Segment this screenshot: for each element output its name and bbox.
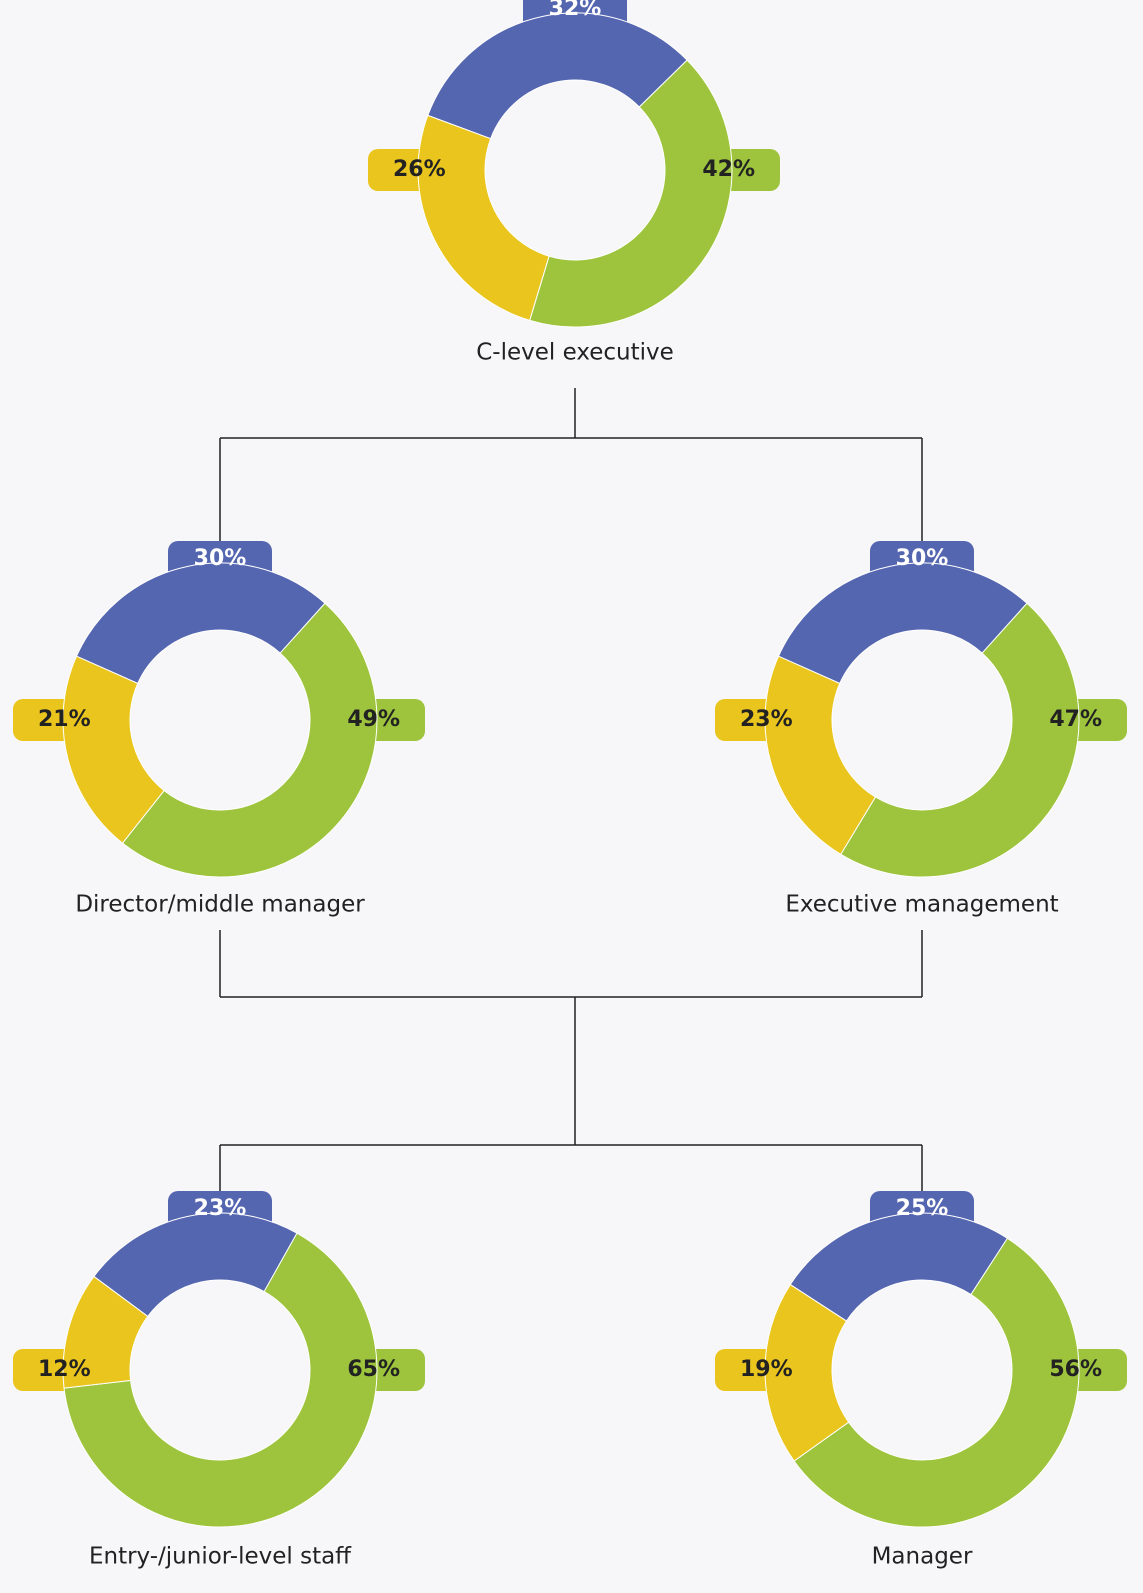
donut-chart: 32% 42% 26% C-level executive (368, 0, 780, 366)
value-label: 47% (1049, 707, 1102, 732)
chart-title: Manager (872, 1544, 973, 1570)
value-label: 21% (38, 707, 91, 732)
value-label: 49% (347, 707, 400, 732)
donut-segment (121, 602, 378, 878)
donut-segment (75, 562, 326, 685)
chart-title: Entry-/junior-level staff (89, 1544, 352, 1570)
donut-segment (789, 1212, 1009, 1322)
donut-segment (63, 1232, 378, 1528)
value-label: 30% (896, 546, 949, 571)
value-label: 23% (740, 707, 793, 732)
value-label: 19% (740, 1357, 793, 1382)
donut-segment (62, 1275, 149, 1389)
donut-segment (93, 1212, 298, 1318)
value-label: 65% (347, 1357, 400, 1382)
value-label: 26% (393, 157, 446, 182)
donut-segment (777, 562, 1028, 685)
value-label: 12% (38, 1357, 91, 1382)
value-label: 23% (194, 1196, 247, 1221)
donut-segment (840, 602, 1080, 878)
value-label: 56% (1049, 1357, 1102, 1382)
value-label: 42% (702, 157, 755, 182)
chart-title: Executive management (785, 892, 1058, 918)
donut-segment (764, 655, 877, 856)
chart-title: C-level executive (476, 340, 674, 366)
value-label: 32% (549, 0, 602, 21)
donut-segment (793, 1237, 1080, 1528)
donut-segment (62, 655, 165, 844)
connector (219, 388, 923, 560)
chart-title: Director/middle manager (75, 892, 365, 918)
donut-chart: 30% 49% 21% Director/middle manager (13, 541, 425, 918)
donut-chart: 30% 47% 23% Executive management (715, 541, 1127, 918)
donut-segment (764, 1283, 850, 1462)
connectors (219, 388, 923, 1210)
connector (219, 930, 923, 1210)
donut-segment (427, 12, 688, 140)
donut-chart: 25% 56% 19% Manager (715, 1191, 1127, 1570)
donut-segment (529, 59, 733, 328)
value-label: 25% (896, 1196, 949, 1221)
value-label: 30% (194, 546, 247, 571)
donut-chart: 23% 65% 12% Entry-/junior-level staff (13, 1191, 425, 1570)
donut-segment (417, 114, 550, 321)
